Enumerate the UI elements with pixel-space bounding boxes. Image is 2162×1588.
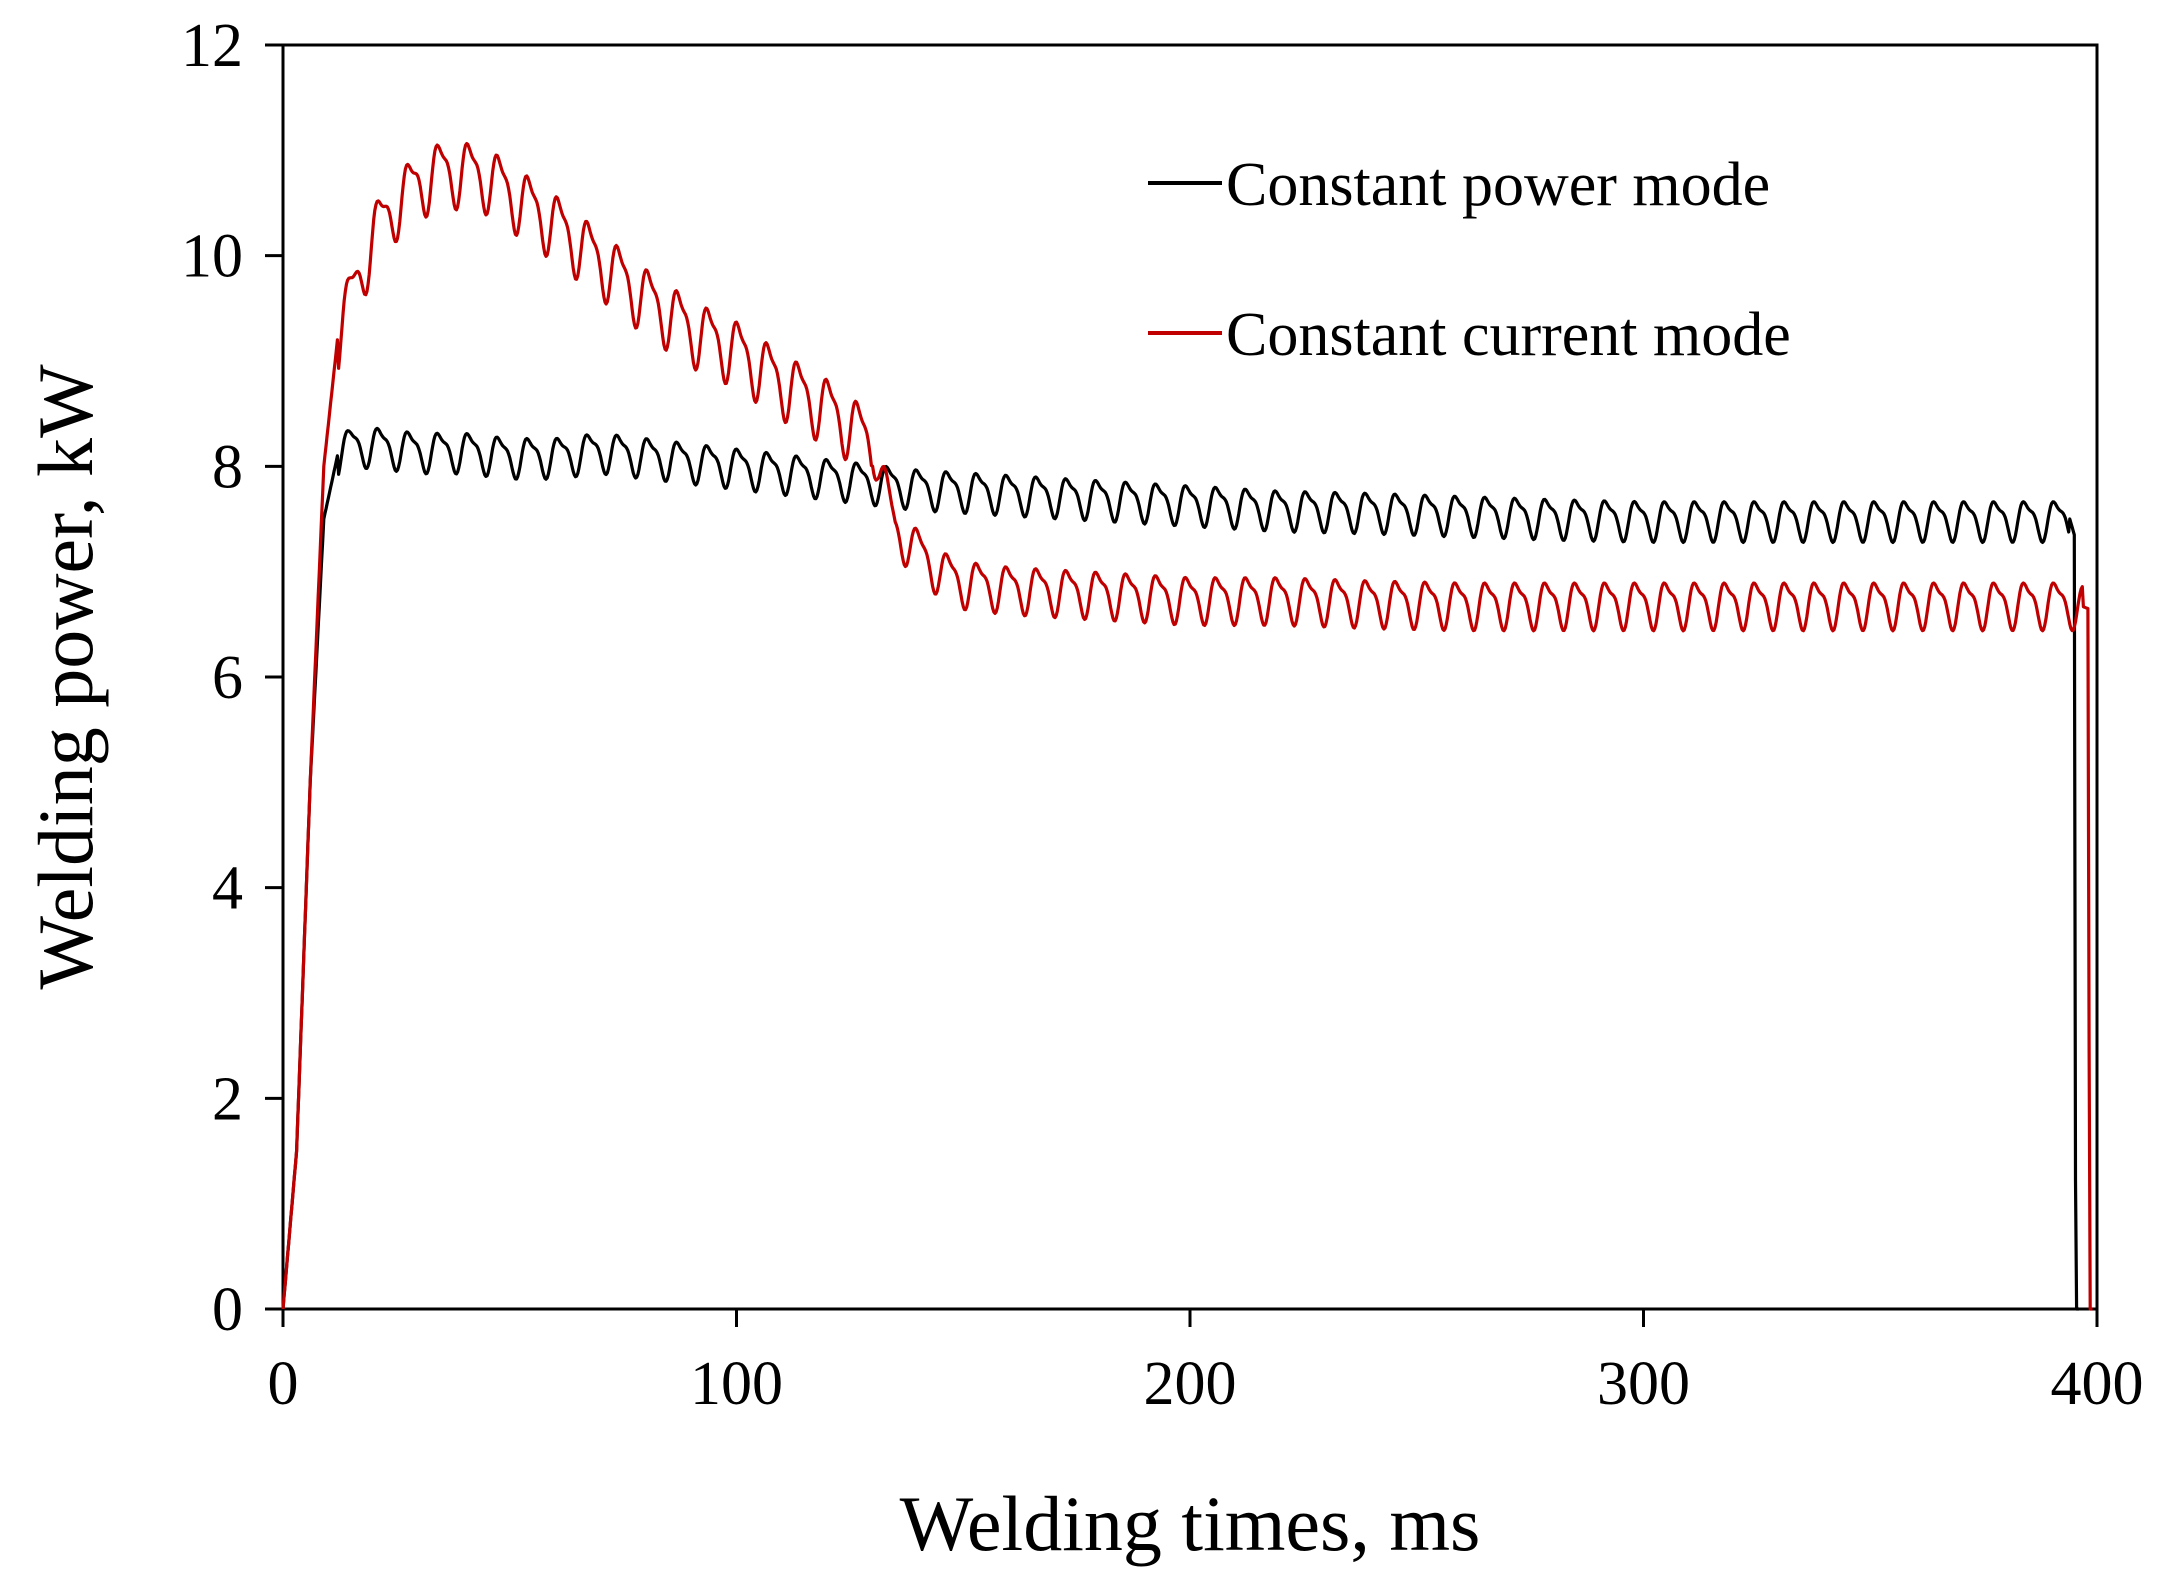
series-layer bbox=[281, 142, 2093, 1311]
x-tick-label: 300 bbox=[1597, 1350, 1690, 1418]
legend: Constant power mode Constant current mod… bbox=[1148, 151, 1791, 369]
y-axis-title: Welding power, kW bbox=[22, 364, 109, 990]
y-axis-ticks: 0 2 4 6 8 10 12 bbox=[181, 12, 283, 1344]
y-tick-label: 0 bbox=[212, 1276, 243, 1344]
x-axis-ticks: 0 100 200 300 400 bbox=[268, 1309, 2144, 1418]
y-tick-label: 6 bbox=[212, 644, 243, 712]
x-axis-title: Welding times, ms bbox=[900, 1480, 1481, 1567]
legend-label-constant-power: Constant power mode bbox=[1226, 151, 1770, 219]
x-tick-label: 100 bbox=[690, 1350, 783, 1418]
y-tick-label: 10 bbox=[181, 223, 243, 291]
plot-frame bbox=[281, 43, 2099, 1311]
x-tick-label: 200 bbox=[1144, 1350, 1237, 1418]
y-tick-label: 2 bbox=[212, 1065, 243, 1133]
legend-label-constant-current: Constant current mode bbox=[1226, 301, 1791, 369]
y-tick-label: 8 bbox=[212, 433, 243, 501]
y-tick-label: 4 bbox=[212, 855, 243, 923]
x-tick-label: 0 bbox=[268, 1350, 299, 1418]
y-tick-label: 12 bbox=[181, 12, 243, 80]
series-line-constant-current bbox=[281, 142, 2093, 1311]
x-tick-label: 400 bbox=[2051, 1350, 2144, 1418]
series-line-constant-power bbox=[281, 426, 2080, 1311]
